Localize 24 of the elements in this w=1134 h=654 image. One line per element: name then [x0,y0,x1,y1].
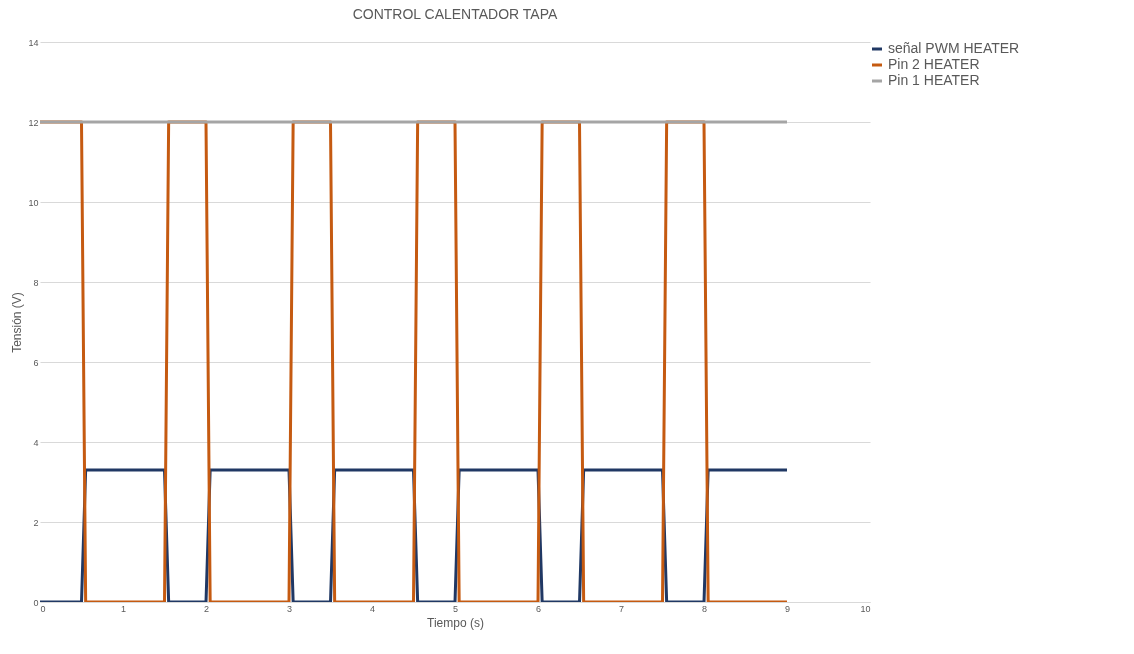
y-tick-label: 12 [28,117,39,128]
x-tick-label: 7 [618,603,625,614]
y-tick-label: 14 [28,37,39,48]
legend-label: Pin 1 HEATER [888,72,980,88]
x-tick-label: 6 [535,603,542,614]
legend-label: Pin 2 HEATER [888,56,980,72]
x-tick-label: 1 [120,603,127,614]
y-tick-label: 2 [33,517,39,528]
legend-label: señal PWM HEATER [888,40,1020,56]
x-tick-label: 3 [286,603,293,614]
x-tick-label: 0 [40,603,46,614]
y-tick-label: 6 [33,357,39,368]
x-tick-label: 4 [369,603,376,614]
x-tick-label: 9 [784,603,791,614]
y-tick-label: 4 [33,437,39,448]
x-tick-label: 8 [701,603,708,614]
x-tick-label: 5 [452,603,459,614]
y-axis-title: Tensión (V) [10,292,25,353]
chart-title: CONTROL CALENTADOR TAPA [352,6,558,22]
x-axis-title: Tiempo (s) [427,615,484,630]
y-tick-label: 10 [28,197,39,208]
y-tick-label: 8 [33,277,39,288]
x-tick-label: 10 [860,603,871,614]
x-tick-label: 2 [203,603,210,614]
